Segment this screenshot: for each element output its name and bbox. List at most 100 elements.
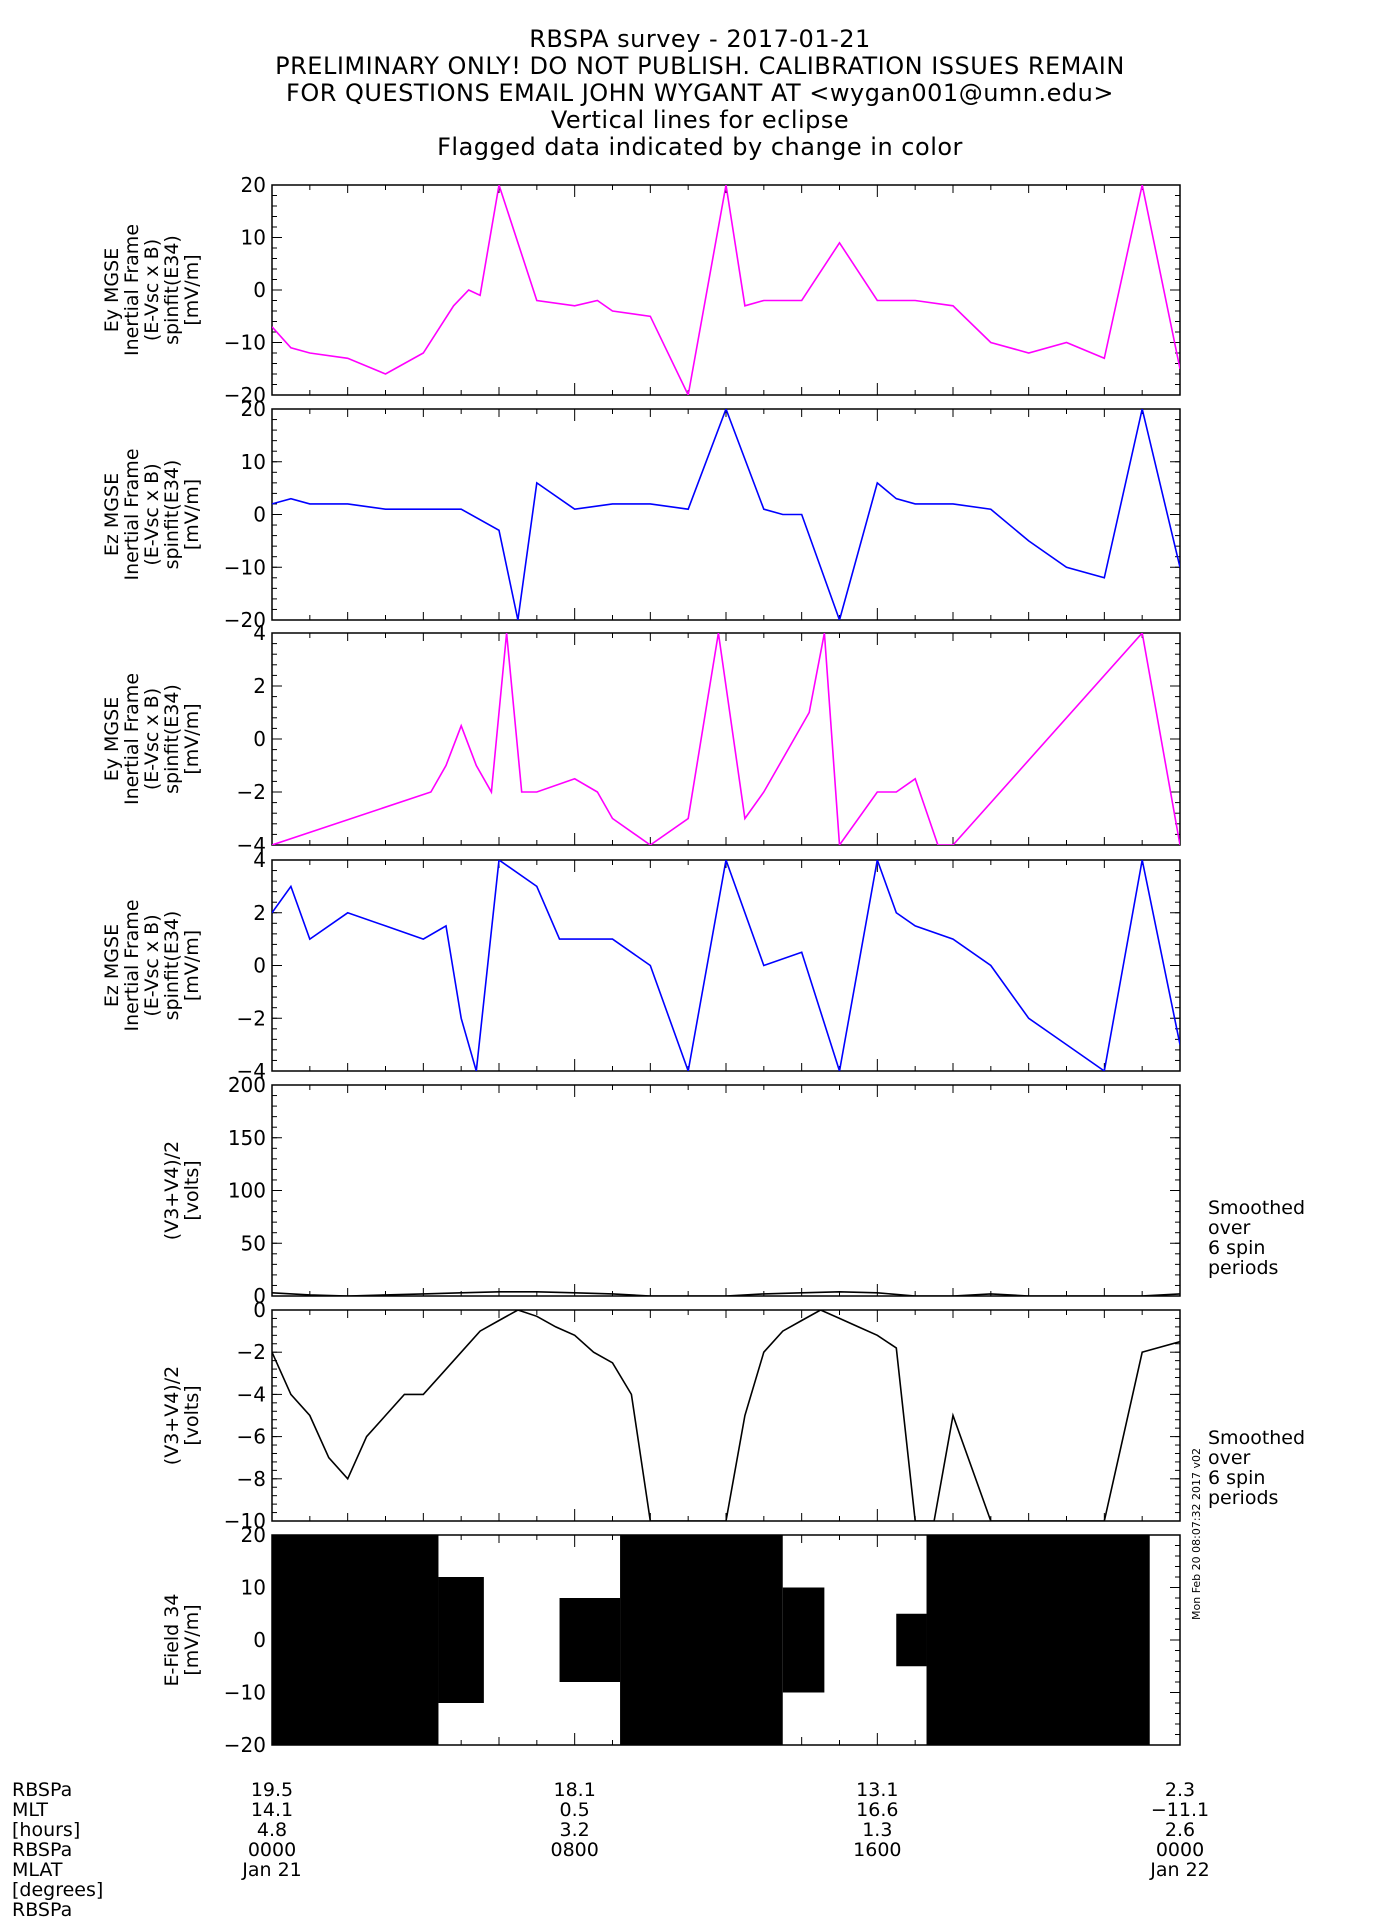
footer-value: 2.6 — [1165, 1819, 1195, 1841]
footer-value: Jan 22 — [1149, 1859, 1210, 1881]
efield-envelope-segment — [272, 1535, 439, 1745]
y-tick-label: 20 — [241, 173, 266, 197]
y-tick-label: 10 — [241, 226, 266, 250]
y-axis-label-line: E-Field 34 — [161, 1594, 183, 1687]
panel-frame-3 — [271, 632, 1181, 846]
y-tick-label: −10 — [224, 1681, 266, 1705]
y-axis-label-line: (E-Vsc x B) — [141, 463, 163, 565]
footer-value: 2.3 — [1165, 1779, 1195, 1801]
y-tick-label: −4 — [237, 1059, 266, 1083]
title-line-1: PRELIMINARY ONLY! DO NOT PUBLISH. CALIBR… — [275, 52, 1125, 80]
y-tick-label: −2 — [237, 1006, 266, 1030]
y-tick-label: 20 — [241, 397, 266, 421]
y-tick-label: −2 — [237, 780, 266, 804]
y-tick-label: 10 — [241, 1576, 266, 1600]
series-line-4 — [272, 860, 1180, 1071]
series-line-3 — [272, 633, 1180, 845]
y-axis-label-line: Inertial Frame — [121, 673, 143, 805]
efield-envelope-segment — [896, 1613, 927, 1667]
y-tick-label: −10 — [224, 555, 266, 579]
y-axis-label-line: [mV/m] — [181, 1604, 203, 1675]
y-tick-label: 0 — [253, 727, 266, 751]
y-tick-label: 150 — [228, 1126, 266, 1150]
y-axis-label-line: (E-Vsc x B) — [141, 914, 163, 1016]
y-tick-label: 4 — [253, 848, 266, 872]
y-tick-label: 200 — [228, 1073, 266, 1097]
footer-value: 0.5 — [560, 1799, 590, 1821]
y-tick-label: 4 — [253, 621, 266, 645]
series-line-5 — [272, 1290, 1180, 1296]
y-axis-label-line: [volts] — [181, 1160, 203, 1220]
y-tick-label: −2 — [237, 1340, 266, 1364]
y-axis-label-line: Ez MGSE — [101, 924, 123, 1007]
efield-envelope-segment — [559, 1598, 621, 1682]
y-axis-label-line: spinfit(E34) — [161, 911, 183, 1021]
footer-value: 19.5 — [251, 1779, 293, 1801]
y-axis-label-line: [volts] — [181, 1385, 203, 1445]
smoothing-note-panel-5: Smoothed over 6 spin periods — [1208, 1197, 1306, 1279]
y-tick-label: −20 — [224, 383, 266, 407]
y-tick-label: 0 — [253, 1628, 266, 1652]
y-tick-label: −4 — [237, 1382, 266, 1406]
y-tick-label: −8 — [237, 1467, 266, 1491]
efield-envelope-segment — [438, 1577, 484, 1703]
y-tick-label: 0 — [253, 954, 266, 978]
footer-value: 1.3 — [862, 1819, 892, 1841]
title-block: RBSPA survey - 2017-01-21 PRELIMINARY ON… — [0, 26, 1400, 161]
y-tick-label: 50 — [241, 1231, 266, 1255]
y-axis-label-line: Inertial Frame — [121, 448, 143, 580]
efield-envelope-segment — [926, 1535, 1150, 1745]
y-tick-label: 2 — [253, 674, 266, 698]
y-tick-label: 100 — [228, 1179, 266, 1203]
footer-value: −11.1 — [1151, 1799, 1209, 1821]
footer-value: 18.1 — [554, 1779, 596, 1801]
y-axis-label-line: spinfit(E34) — [161, 684, 183, 794]
y-tick-label: 0 — [253, 1284, 266, 1308]
footer-value: 0800 — [550, 1839, 598, 1861]
footer-value: 0000 — [248, 1839, 296, 1861]
y-tick-label: 20 — [241, 1523, 266, 1547]
panel-frame-5 — [271, 1084, 1181, 1297]
y-axis-label-line: spinfit(E34) — [161, 235, 183, 345]
y-axis-label-line: (V3+V4)/2 — [161, 1366, 183, 1465]
footer-value: 16.6 — [856, 1799, 898, 1821]
y-axis-label-line: Inertial Frame — [121, 224, 143, 356]
panel-frame-1 — [271, 184, 1181, 396]
y-axis-label-line: (E-Vsc x B) — [141, 688, 163, 790]
y-tick-label: −20 — [224, 608, 266, 632]
title-line-2: FOR QUESTIONS EMAIL JOHN WYGANT AT <wyga… — [286, 79, 1114, 107]
series-line-6 — [272, 1310, 1180, 1521]
y-axis-label-line: Inertial Frame — [121, 899, 143, 1031]
y-axis-label-line: [mV/m] — [181, 254, 203, 325]
title-line-4: Flagged data indicated by change in colo… — [437, 133, 963, 161]
panel-frame-6 — [271, 1309, 1181, 1522]
y-tick-label: 0 — [253, 278, 266, 302]
y-axis-label-line: [mV/m] — [181, 479, 203, 550]
panel-frame-4 — [271, 859, 1181, 1072]
footer-value: 4.8 — [257, 1819, 287, 1841]
series-line-1 — [272, 185, 1180, 395]
y-tick-label: −20 — [224, 1733, 266, 1757]
y-axis-label-line: Ez MGSE — [101, 473, 123, 556]
efield-envelope-segment — [782, 1587, 825, 1693]
footer-row-labels: RBSPa MLT [hours] RBSPa MLAT [degrees] R… — [12, 1779, 104, 1921]
smoothing-note-panel-6: Smoothed over 6 spin periods — [1208, 1427, 1306, 1509]
footer-value: 3.2 — [560, 1819, 590, 1841]
panel-frame-2 — [271, 408, 1181, 621]
y-axis-label-line: spinfit(E34) — [161, 460, 183, 570]
footer-value: 14.1 — [251, 1799, 293, 1821]
footer-value: 13.1 — [856, 1779, 898, 1801]
footer-value: 0000 — [1156, 1839, 1204, 1861]
y-axis-label-line: (E-Vsc x B) — [141, 239, 163, 341]
y-axis-label-line: (V3+V4)/2 — [161, 1141, 183, 1240]
generation-stamp: Mon Feb 20 08:07:32 2017 v02 — [1190, 1447, 1203, 1620]
y-tick-label: −6 — [237, 1425, 266, 1449]
y-tick-label: −10 — [224, 1509, 266, 1533]
y-axis-label-line: [mV/m] — [181, 703, 203, 774]
y-tick-label: −10 — [224, 331, 266, 355]
y-tick-label: 0 — [253, 503, 266, 527]
plot-title: RBSPA survey - 2017-01-21 — [529, 25, 871, 53]
y-axis-label-line: Ey MGSE — [101, 248, 123, 332]
efield-envelope-segment — [620, 1535, 783, 1745]
